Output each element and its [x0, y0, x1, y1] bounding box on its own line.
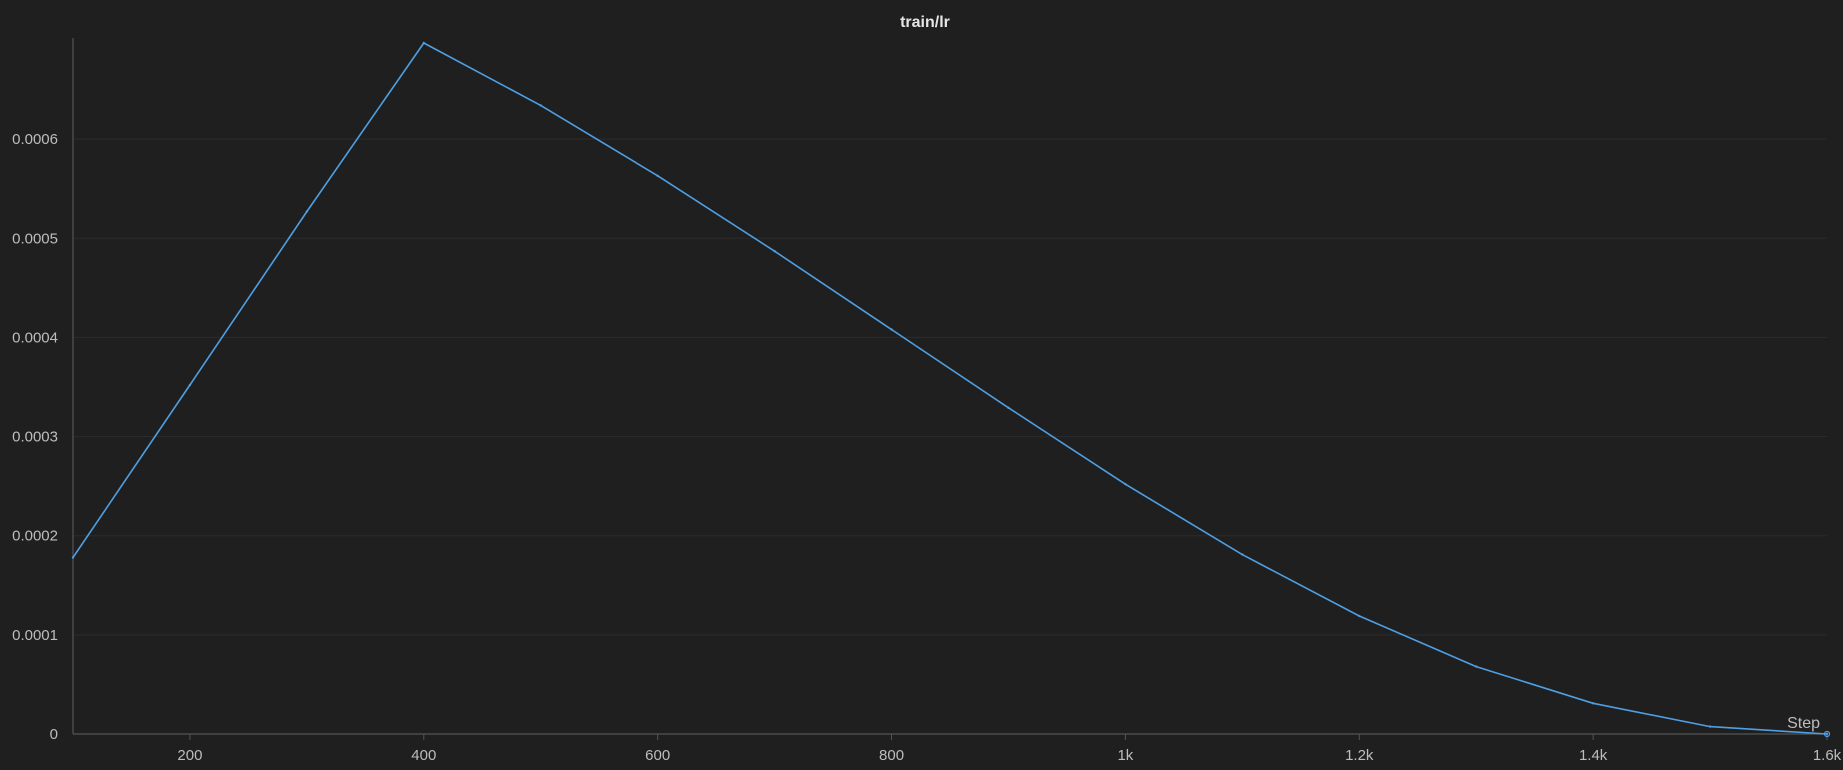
y-tick-label: 0.0004 [12, 329, 58, 346]
data-point [1825, 732, 1829, 736]
data-point [1007, 406, 1010, 410]
series [71, 41, 1831, 738]
series-end-marker [1823, 730, 1831, 738]
chart-title: train/lr [900, 14, 950, 31]
data-point [1241, 553, 1244, 556]
data-point [1708, 725, 1712, 728]
x-tick-label: 600 [645, 747, 670, 764]
data-point [539, 104, 542, 107]
x-tick-label: 800 [879, 747, 904, 764]
y-tick-label: 0.0003 [12, 429, 58, 446]
series-line [72, 42, 1828, 735]
axes [72, 38, 1828, 740]
x-axis-label: Step [1787, 715, 1820, 732]
data-point [1475, 665, 1478, 668]
grid-lines [73, 138, 1827, 636]
data-point [1358, 614, 1361, 618]
data-point [305, 210, 309, 213]
data-point [1591, 702, 1595, 705]
x-tick-labels: 200 400 600 800 1k 1.2k 1.4k 1.6k [177, 747, 1841, 764]
x-tick-label: 200 [177, 747, 202, 764]
y-tick-label: 0.0005 [12, 230, 58, 247]
data-point [656, 174, 659, 178]
data-point [422, 41, 425, 45]
x-tick-label: 1.6k [1813, 747, 1842, 764]
x-tick-label: 1.4k [1579, 747, 1608, 764]
data-point [1124, 482, 1127, 486]
x-tick-label: 1.2k [1345, 747, 1374, 764]
y-tick-label: 0 [50, 726, 58, 743]
x-tick-label: 1k [1117, 747, 1133, 764]
x-tick-label: 400 [411, 747, 436, 764]
y-tick-label: 0.0001 [12, 627, 58, 644]
data-point [773, 249, 776, 253]
y-tick-label: 0.0002 [12, 528, 58, 545]
y-tick-labels: 0 0.0001 0.0002 0.0003 0.0004 0.0005 0.0006 [12, 131, 58, 743]
data-point [188, 383, 192, 387]
data-point [890, 328, 893, 331]
y-tick-label: 0.0006 [12, 131, 58, 148]
data-point [71, 556, 75, 559]
